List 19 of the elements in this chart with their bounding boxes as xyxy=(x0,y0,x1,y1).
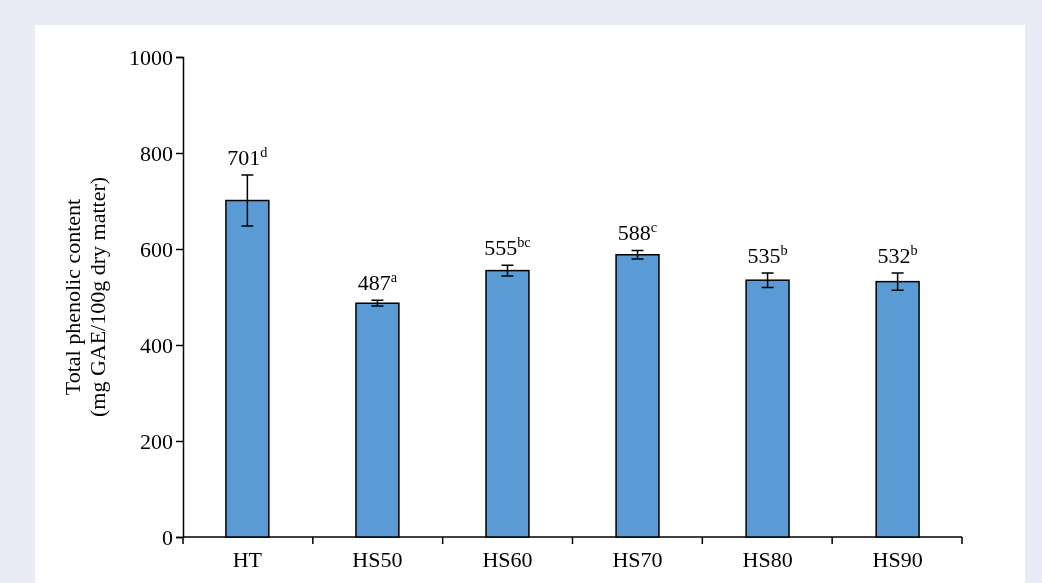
data-label: 588$^{c}$ xyxy=(617,219,658,246)
y-tick-label: 600 xyxy=(140,236,173,262)
y-tick-label: 1000 xyxy=(129,44,173,70)
data-label: 487$^{a}$ xyxy=(357,269,398,296)
y-tick-label: 800 xyxy=(140,140,173,166)
y-axis-title: Total phenolic content (mg GAE/100g dry matter) xyxy=(60,176,111,418)
x-tick-label: HS80 xyxy=(742,546,793,572)
x-tick-label: HS70 xyxy=(612,546,663,572)
data-label: 701$^{d}$ xyxy=(227,144,268,171)
y-tick-label: 200 xyxy=(140,428,173,454)
x-tick-label: HT xyxy=(232,546,263,572)
data-label: 535$^{b}$ xyxy=(747,242,788,268)
data-label: 532$^{b}$ xyxy=(877,242,918,268)
x-tick-label: HS90 xyxy=(872,546,923,572)
x-tick-label: HS50 xyxy=(352,546,403,572)
x-tick-label: HS60 xyxy=(482,546,533,572)
y-tick-label: 0 xyxy=(162,524,173,550)
data-label: 555$^{bc}$ xyxy=(484,234,531,261)
y-tick-label: 400 xyxy=(140,332,173,358)
